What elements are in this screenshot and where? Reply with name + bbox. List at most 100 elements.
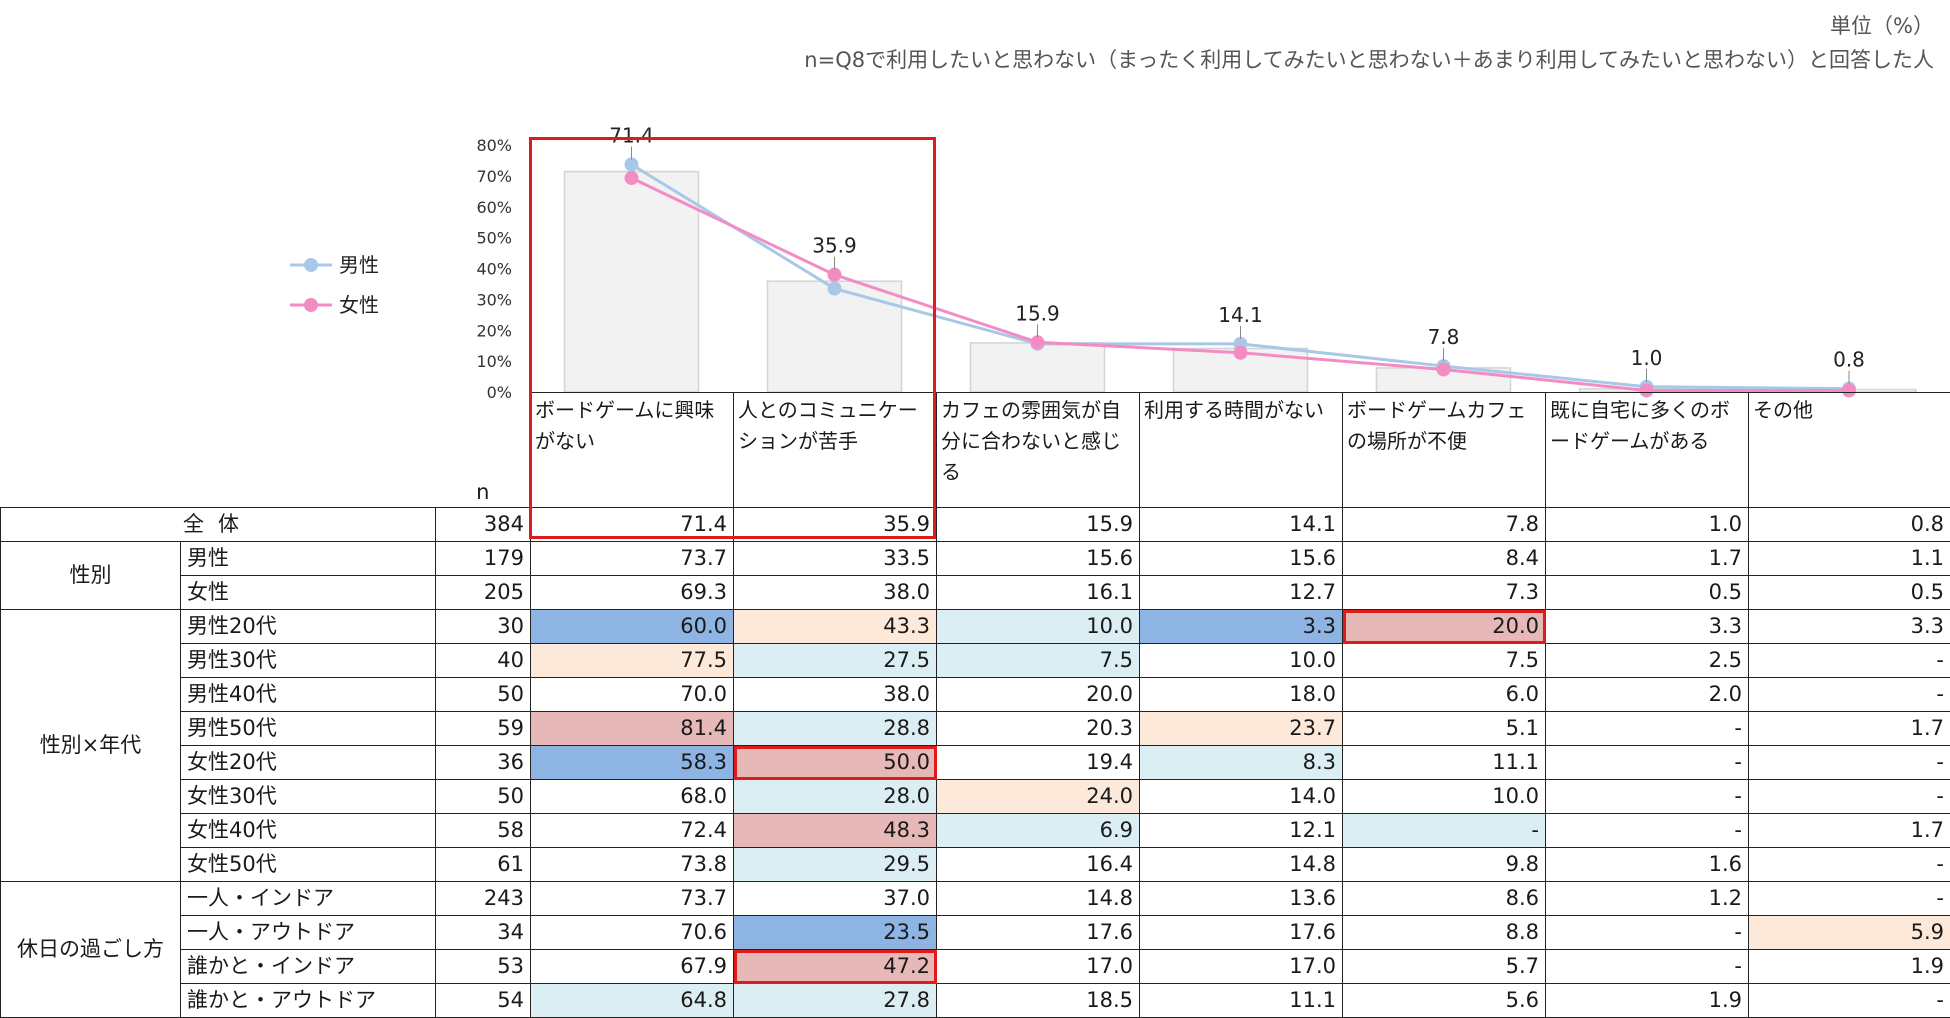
table-cell: 20.3 — [937, 712, 1140, 746]
row-n: 34 — [436, 916, 531, 950]
table-cell: 29.5 — [734, 848, 937, 882]
table-cell: 5.7 — [1343, 950, 1546, 984]
table-cell: 20.0 — [1343, 610, 1546, 644]
table-cell: - — [1749, 848, 1950, 882]
bar — [768, 281, 902, 392]
bar-data-label: 71.4 — [609, 123, 654, 147]
table-cell: 10.0 — [1343, 780, 1546, 814]
table-cell: 6.0 — [1343, 678, 1546, 712]
table-cell: 15.6 — [937, 542, 1140, 576]
table-cell: 14.8 — [1140, 848, 1343, 882]
total-row-label: 全体 — [1, 508, 436, 542]
table-cell: 1.7 — [1749, 712, 1950, 746]
column-header: 利用する時間がない — [1140, 393, 1343, 508]
bar-data-label: 1.0 — [1631, 346, 1663, 370]
column-header: 既に自宅に多くのボードゲームがある — [1546, 393, 1749, 508]
table-cell: 20.0 — [937, 678, 1140, 712]
row-label: 男性30代 — [181, 644, 436, 678]
total-value: 0.8 — [1749, 508, 1950, 542]
legend-marker — [304, 298, 318, 312]
table-cell: 23.5 — [734, 916, 937, 950]
row-label: 一人・インドア — [181, 882, 436, 916]
row-label: 誰かと・インドア — [181, 950, 436, 984]
bar-data-label: 35.9 — [812, 234, 857, 258]
row-n: 50 — [436, 780, 531, 814]
table-cell: 81.4 — [531, 712, 734, 746]
group-label: 休日の過ごし方 — [1, 882, 181, 1018]
group-label: 性別 — [1, 542, 181, 610]
y-tick-label: 20% — [476, 321, 512, 340]
row-label: 女性50代 — [181, 848, 436, 882]
table-cell: 43.3 — [734, 610, 937, 644]
table-cell: 1.6 — [1546, 848, 1749, 882]
table-cell: 8.8 — [1343, 916, 1546, 950]
table-cell: 13.6 — [1140, 882, 1343, 916]
row-n: 243 — [436, 882, 531, 916]
table-cell: - — [1343, 814, 1546, 848]
table-cell: 1.1 — [1749, 542, 1950, 576]
table-cell: - — [1546, 814, 1749, 848]
table-cell: 18.5 — [937, 984, 1140, 1018]
table-cell: 28.0 — [734, 780, 937, 814]
row-label: 男性50代 — [181, 712, 436, 746]
table-cell: 69.3 — [531, 576, 734, 610]
table-cell: 47.2 — [734, 950, 937, 984]
table-cell: 2.5 — [1546, 644, 1749, 678]
table-cell: 3.3 — [1140, 610, 1343, 644]
table-cell: 7.3 — [1343, 576, 1546, 610]
table-cell: 60.0 — [531, 610, 734, 644]
row-n: 179 — [436, 542, 531, 576]
table-cell: 77.5 — [531, 644, 734, 678]
row-n: 36 — [436, 746, 531, 780]
table-cell: 70.6 — [531, 916, 734, 950]
table-cell: 8.4 — [1343, 542, 1546, 576]
row-label: 男性20代 — [181, 610, 436, 644]
table-cell: - — [1749, 780, 1950, 814]
total-value: 7.8 — [1343, 508, 1546, 542]
row-label: 男性 — [181, 542, 436, 576]
table-cell: 27.5 — [734, 644, 937, 678]
table-cell: - — [1546, 780, 1749, 814]
table-cell: 17.6 — [1140, 916, 1343, 950]
table-cell: 58.3 — [531, 746, 734, 780]
table-cell: 28.8 — [734, 712, 937, 746]
table-cell: - — [1749, 678, 1950, 712]
series-point — [828, 268, 842, 282]
table-cell: 9.8 — [1343, 848, 1546, 882]
row-label: 女性30代 — [181, 780, 436, 814]
total-value: 71.4 — [531, 508, 734, 542]
table-cell: 0.5 — [1749, 576, 1950, 610]
y-tick-label: 70% — [476, 167, 512, 186]
row-n: 59 — [436, 712, 531, 746]
total-n: 384 — [436, 508, 531, 542]
table-cell: 7.5 — [937, 644, 1140, 678]
legend-label: 女性 — [339, 293, 379, 317]
table-cell: 38.0 — [734, 678, 937, 712]
table-cell: - — [1546, 746, 1749, 780]
total-value: 1.0 — [1546, 508, 1749, 542]
column-header: ボードゲームカフェの場所が不便 — [1343, 393, 1546, 508]
table-cell: - — [1749, 882, 1950, 916]
row-label: 女性40代 — [181, 814, 436, 848]
table-cell: 16.1 — [937, 576, 1140, 610]
row-label: 女性20代 — [181, 746, 436, 780]
table-cell: - — [1749, 984, 1950, 1018]
bar-data-label: 7.8 — [1428, 325, 1460, 349]
table-cell: 64.8 — [531, 984, 734, 1018]
group-label: 性別×年代 — [1, 610, 181, 882]
column-header: ボードゲームに興味がない — [531, 393, 734, 508]
y-tick-label: 30% — [476, 290, 512, 309]
y-tick-label: 40% — [476, 260, 512, 279]
row-n: 53 — [436, 950, 531, 984]
table-cell: 17.0 — [1140, 950, 1343, 984]
row-n: 30 — [436, 610, 531, 644]
total-value: 15.9 — [937, 508, 1140, 542]
total-value: 14.1 — [1140, 508, 1343, 542]
table-cell: 19.4 — [937, 746, 1140, 780]
n-column-header: n — [436, 393, 531, 508]
table-cell: 23.7 — [1140, 712, 1343, 746]
table-cell: 11.1 — [1140, 984, 1343, 1018]
row-n: 54 — [436, 984, 531, 1018]
table-cell: 15.6 — [1140, 542, 1343, 576]
series-point — [828, 282, 842, 296]
